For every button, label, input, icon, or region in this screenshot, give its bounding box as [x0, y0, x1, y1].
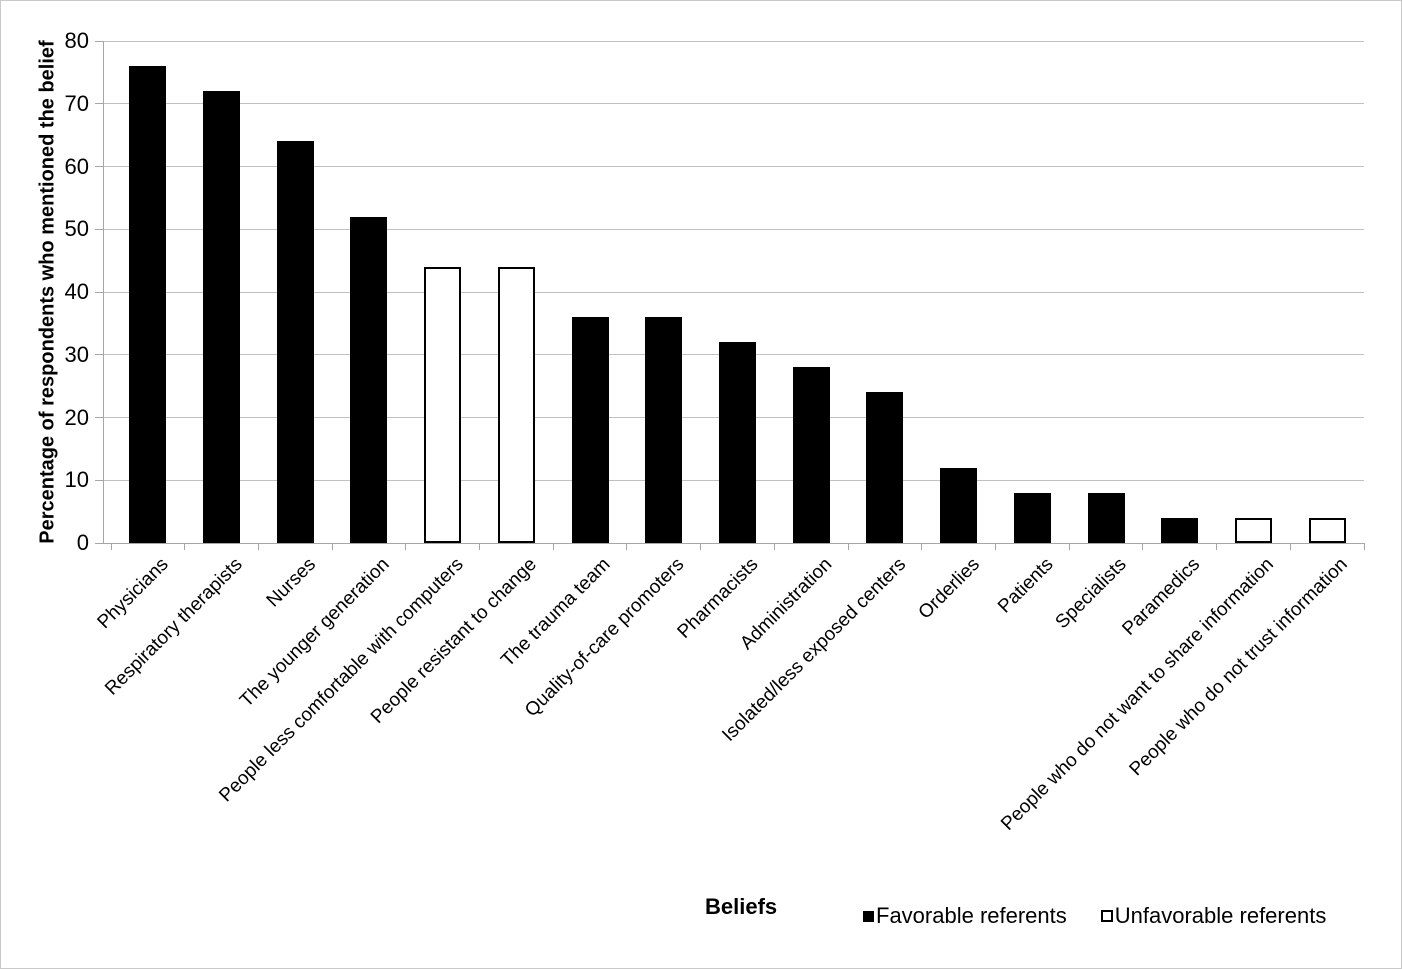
- y-tick-label: 0: [76, 530, 89, 555]
- x-axis-tick: [626, 543, 628, 550]
- filled-square-icon: [863, 910, 874, 922]
- y-axis-tick: [95, 542, 103, 544]
- x-axis-tick: [921, 543, 923, 550]
- y-tick-label: 20: [64, 404, 89, 430]
- gridline: [103, 40, 1364, 42]
- bar: [1161, 517, 1199, 543]
- x-axis-tick: [184, 543, 186, 550]
- y-axis-line: [102, 41, 104, 543]
- x-axis-tick: [700, 543, 702, 550]
- y-axis-tick: [95, 354, 103, 356]
- y-tick-label: 80: [64, 28, 89, 53]
- x-tick-label: Respiratory therapists: [100, 554, 247, 700]
- y-tick-label: 60: [64, 153, 89, 179]
- x-tick-label: The younger generation: [236, 554, 394, 712]
- x-tick-label: Orderlies: [914, 554, 984, 624]
- bar: [129, 66, 167, 543]
- x-axis-tick: [994, 543, 996, 550]
- legend-label: Unfavorable referents: [1114, 903, 1327, 928]
- x-tick-label: Patients: [993, 554, 1058, 618]
- x-axis-tick: [1289, 543, 1291, 550]
- x-axis-tick: [331, 543, 333, 550]
- bar: [571, 317, 609, 543]
- bar: [203, 91, 241, 543]
- y-axis-tick: [95, 479, 103, 481]
- legend-item: Unfavorable referents: [1100, 903, 1327, 929]
- x-axis-tick: [1363, 543, 1365, 550]
- y-axis-tick: [95, 228, 103, 230]
- x-axis-title: Beliefs: [705, 894, 778, 919]
- x-axis-tick: [257, 543, 259, 550]
- legend-item: Favorable referents: [863, 903, 1067, 929]
- y-tick-label: 10: [64, 467, 89, 493]
- outline-square-icon: [1100, 910, 1113, 922]
- x-axis-tick: [1142, 543, 1144, 550]
- x-axis-tick: [1216, 543, 1218, 550]
- y-axis-tick: [95, 40, 103, 42]
- x-axis-tick: [773, 543, 775, 550]
- x-axis-tick: [405, 543, 407, 550]
- x-axis-tick: [847, 543, 849, 550]
- gridline: [103, 166, 1364, 167]
- bar: [645, 317, 683, 543]
- bar: [350, 216, 388, 543]
- y-axis-tick: [95, 291, 103, 293]
- y-tick-label: 30: [64, 341, 89, 367]
- x-axis-tick: [1068, 543, 1070, 550]
- gridline: [103, 291, 1364, 293]
- bar: [276, 141, 314, 543]
- y-axis-tick: [95, 166, 103, 167]
- y-tick-label: 70: [64, 90, 89, 116]
- bar: [719, 342, 756, 543]
- y-axis-tick: [95, 417, 103, 418]
- bar: [792, 367, 830, 543]
- bar: [1308, 517, 1346, 543]
- gridline: [103, 228, 1364, 230]
- x-axis-tick: [110, 543, 112, 550]
- bar: [497, 266, 535, 543]
- y-axis-title: Percentage of respondents who mentioned …: [36, 40, 59, 544]
- bar: [866, 392, 904, 543]
- y-tick-label: 50: [64, 216, 89, 242]
- bar: [1087, 492, 1125, 543]
- x-tick-label: Physicians: [93, 554, 173, 634]
- bar: [940, 467, 978, 543]
- x-axis-tick: [552, 543, 554, 550]
- legend: Favorable referents Unfavorable referents: [863, 903, 1326, 929]
- bar: [1234, 517, 1272, 543]
- x-tick-label: People who do not want to share informat…: [997, 554, 1279, 835]
- y-tick-label: 40: [64, 279, 89, 304]
- y-axis-tick: [95, 103, 103, 105]
- bar: [1013, 492, 1051, 543]
- x-axis-tick: [479, 543, 481, 550]
- bar: [424, 266, 462, 543]
- legend-label: Favorable referents: [876, 903, 1067, 928]
- gridline: [103, 103, 1364, 105]
- x-axis-line: [103, 542, 1364, 544]
- x-tick-label: Nurses: [262, 554, 321, 612]
